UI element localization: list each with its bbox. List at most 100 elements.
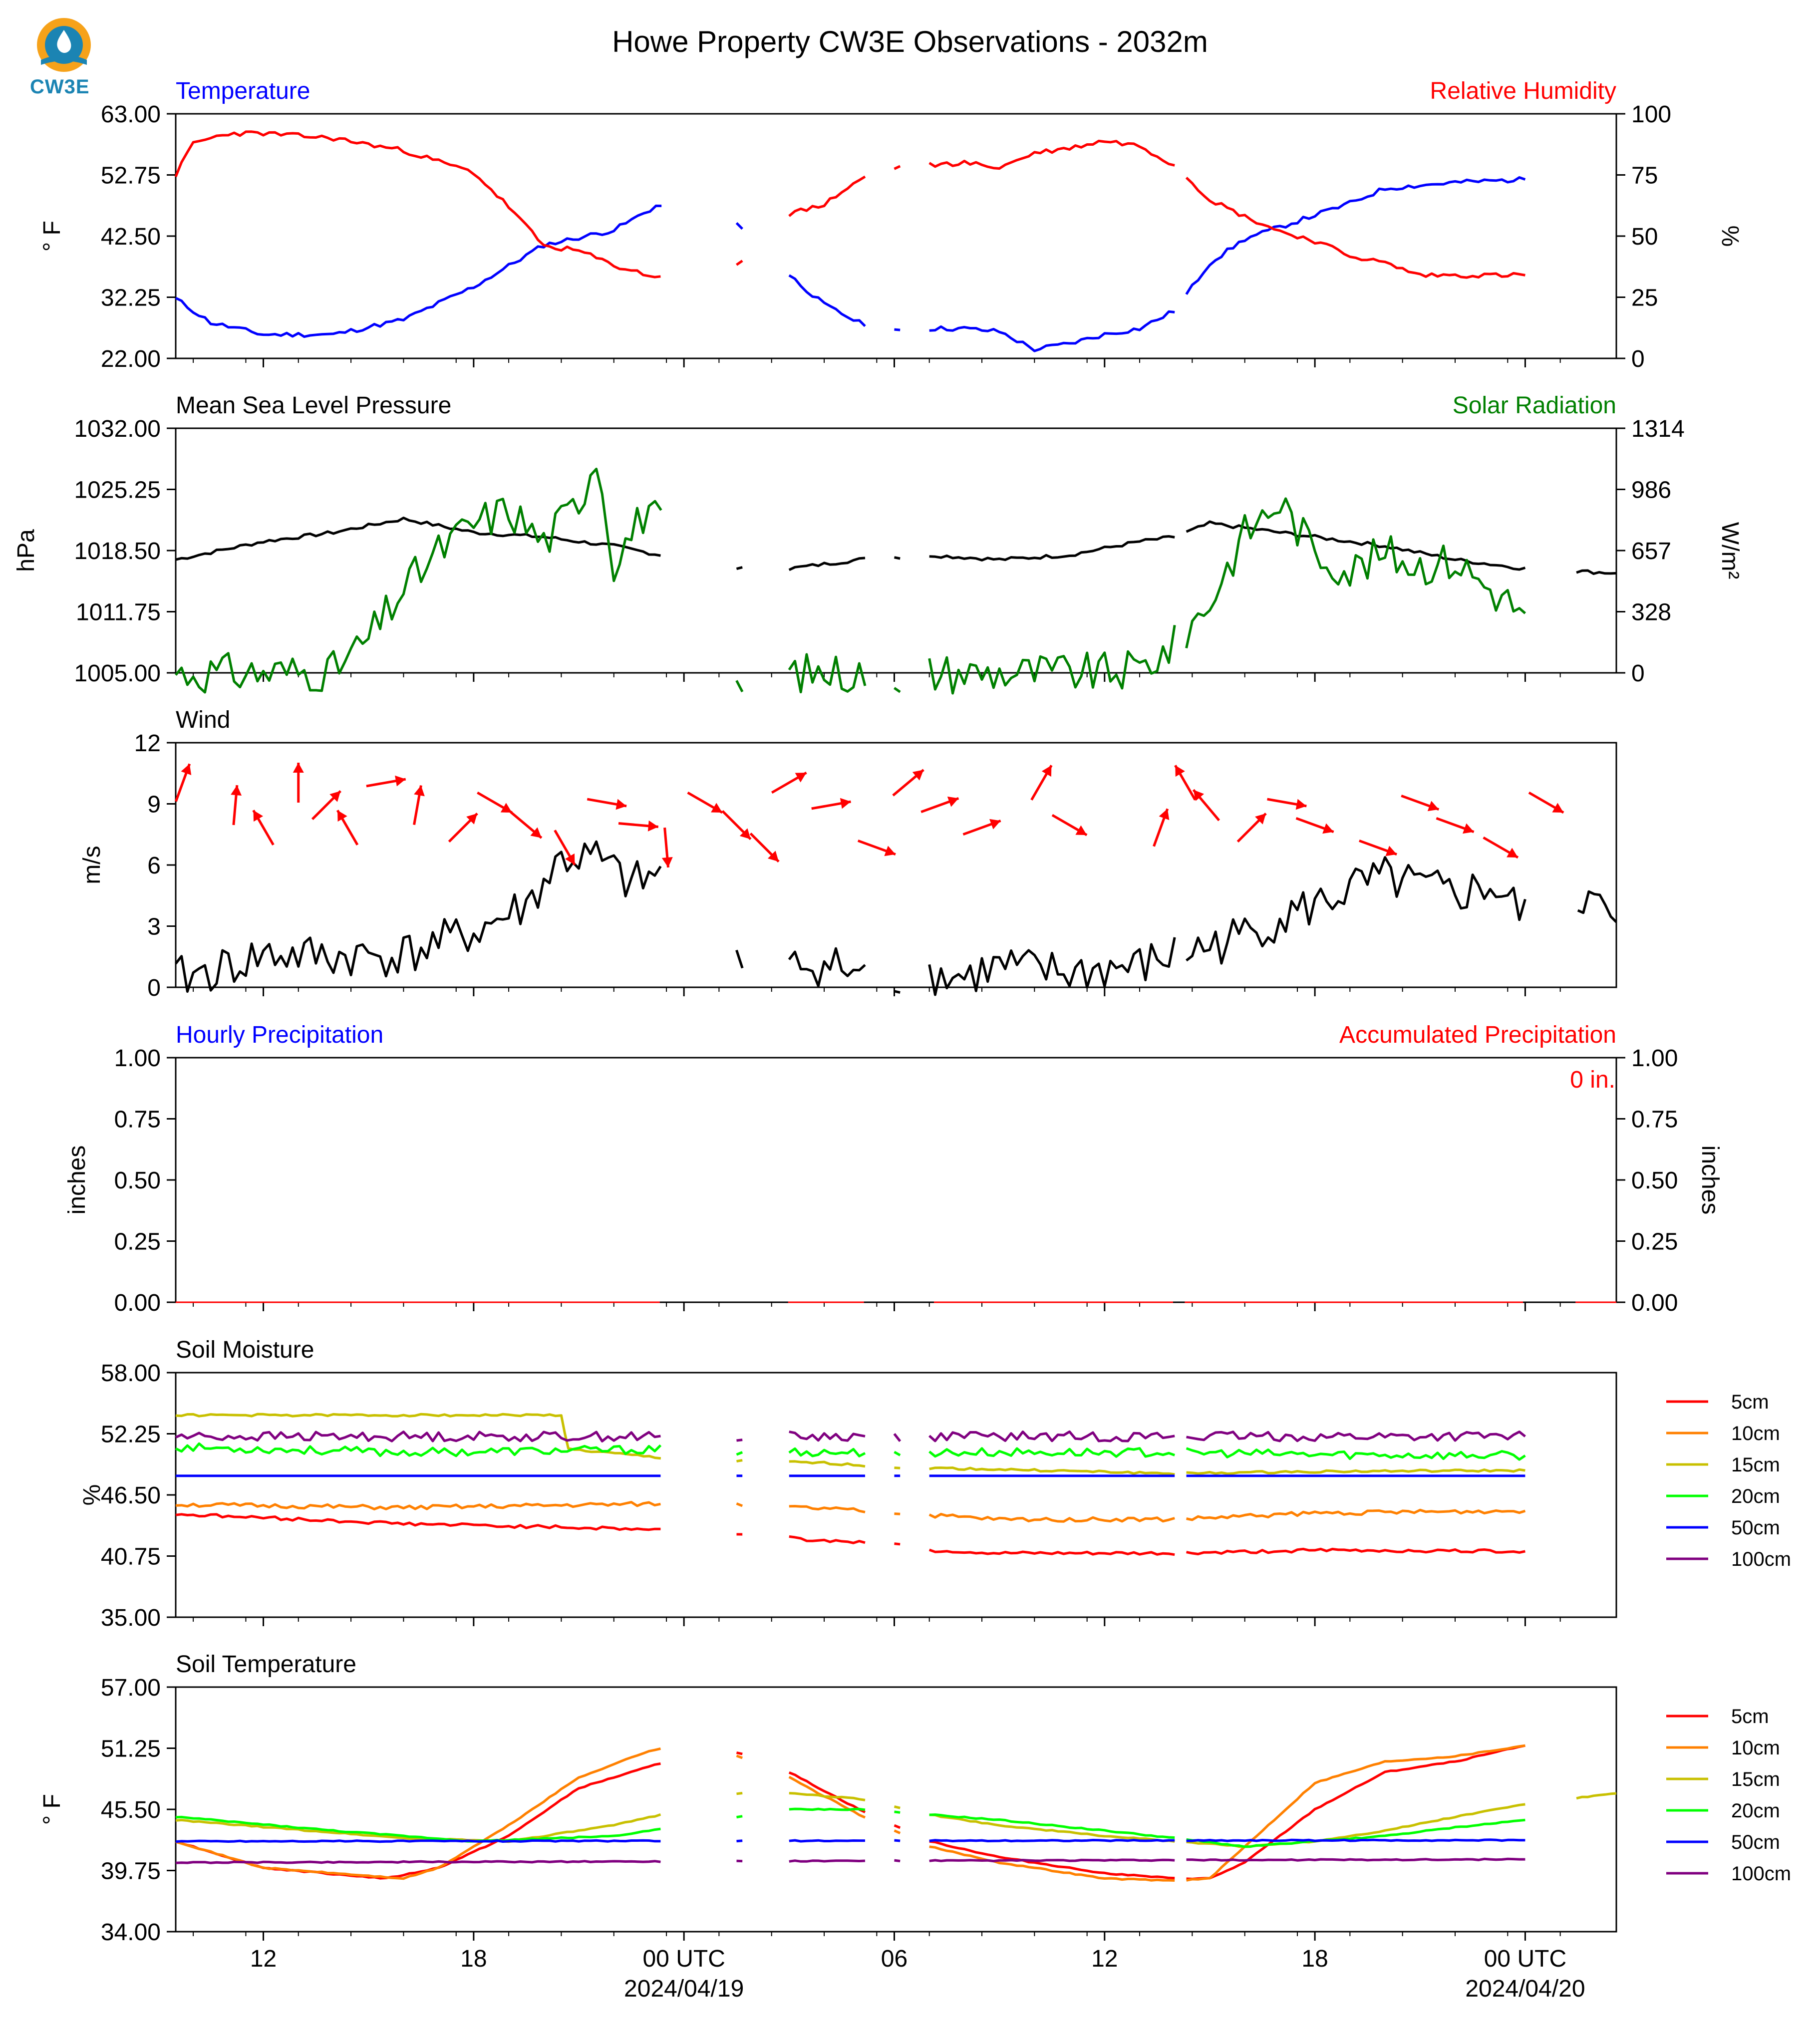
soil_temp-y-tick-label: 45.50 <box>101 1797 161 1823</box>
wind-arrow-head <box>1193 790 1205 801</box>
wind-arrow-head <box>414 785 425 797</box>
wind-arrow-head <box>231 785 242 796</box>
soil-temp-5cm-line <box>1186 1744 1525 1880</box>
soil_temp-left-unit: ° F <box>39 1794 65 1825</box>
temp_rh-right-unit: % <box>1717 226 1743 247</box>
wind-speed-line <box>1577 890 1617 923</box>
soil-moisture-100cm-line <box>928 1430 1175 1443</box>
wind-speed-line <box>735 949 744 969</box>
wind-arrow-head <box>989 819 1001 830</box>
soil_temp-legend-label: 50cm <box>1731 1831 1780 1853</box>
solar-radiation-line <box>788 653 867 693</box>
soil_temp-legend-label: 15cm <box>1731 1768 1780 1790</box>
x-tick-label: 12 <box>1091 1946 1118 1972</box>
wind-frame <box>175 742 1617 988</box>
precip-y-tick-label: 0.00 <box>114 1290 161 1316</box>
wind-arrow-head <box>912 770 924 781</box>
soil-moisture-100cm-line <box>893 1433 902 1442</box>
soil-moisture-10cm-line <box>789 1505 866 1513</box>
wind-y-tick-label: 9 <box>147 792 161 818</box>
soil-temp-100cm-line <box>789 1859 866 1863</box>
cw3e-logo <box>29 14 104 104</box>
pressure_solar-y-tick-label: 1011.75 <box>76 599 161 626</box>
pressure-line <box>1576 569 1617 575</box>
wind-arrow-head <box>395 775 406 787</box>
soil_temp-left-title: Soil Temperature <box>176 1651 356 1678</box>
relative-humidity-line <box>736 260 743 266</box>
wind-arrow-head <box>500 803 512 813</box>
temp_rh-left-unit: ° F <box>39 221 65 252</box>
wind-arrow-head <box>1175 765 1185 777</box>
precip-y2-tick-label: 0.50 <box>1631 1167 1678 1194</box>
x-date-label: 2024/04/20 <box>1465 1976 1585 2002</box>
soil-temp-50cm-line <box>1186 1838 1525 1842</box>
solar-radiation-line <box>928 625 1176 695</box>
precip-left-title: Hourly Precipitation <box>176 1022 383 1048</box>
wind-arrow-head <box>181 764 192 775</box>
wind-y-tick-label: 0 <box>147 975 161 1001</box>
pressure_solar-y-tick-label: 1005.00 <box>74 660 161 687</box>
wind-arrow-head <box>1075 825 1087 835</box>
temperature-line <box>735 222 743 230</box>
wind-left-unit: m/s <box>79 846 105 884</box>
soil-moisture-100cm-line <box>1186 1431 1526 1443</box>
soil_moisture-legend-label: 50cm <box>1731 1517 1780 1539</box>
soil-moisture-20cm-line <box>736 1451 743 1456</box>
temp_rh-right-title: Relative Humidity <box>1430 78 1616 104</box>
pressure_solar-right-unit: W/m² <box>1717 522 1743 579</box>
pressure_solar-y2-tick-label: 0 <box>1631 660 1645 687</box>
soil-temp-50cm-line <box>175 1839 661 1843</box>
soil_moisture-y-tick-label: 40.75 <box>101 1544 161 1570</box>
pressure_solar-y-tick-label: 1018.50 <box>74 538 161 565</box>
temp_rh-y-tick-label: 32.25 <box>101 285 161 311</box>
pressure_solar-y2-tick-label: 328 <box>1631 599 1671 626</box>
x-tick-label: 00 UTC <box>1484 1946 1566 1972</box>
soil-moisture-10cm-line <box>928 1512 1175 1523</box>
wind-arrow-head <box>466 813 478 825</box>
soil_moisture-legend-label: 10cm <box>1731 1423 1780 1445</box>
soil-moisture-100cm-line <box>789 1430 866 1442</box>
solar-radiation-line <box>1185 497 1526 649</box>
soil-moisture-15cm-line <box>736 1459 743 1463</box>
soil-moisture-5cm-line <box>1186 1547 1525 1555</box>
wind-arrow-head <box>1507 848 1518 858</box>
wind-arrow-head <box>615 799 627 810</box>
wind-y-tick-label: 3 <box>147 914 161 940</box>
temp_rh-left-title: Temperature <box>176 78 310 104</box>
wind-speed-line <box>1186 856 1526 965</box>
solar-radiation-line <box>175 468 662 694</box>
soil_moisture-y-tick-label: 52.25 <box>101 1422 161 1448</box>
soil_temp-legend-label: 20cm <box>1731 1800 1780 1822</box>
soil-temp-5cm-line <box>894 1824 901 1829</box>
soil-temp-20cm-line <box>894 1810 901 1814</box>
soil_temp-y-tick-label: 57.00 <box>101 1675 161 1701</box>
soil-temp-5cm-line <box>788 1771 866 1813</box>
wind-arrow-head <box>1552 803 1564 813</box>
wind-arrow-head <box>739 828 751 840</box>
precip-right-title: Accumulated Precipitation <box>1339 1022 1616 1048</box>
soil_temp-legend-label: 10cm <box>1731 1737 1780 1759</box>
soil-temp-50cm-line <box>789 1839 865 1843</box>
precip-y-tick-label: 0.50 <box>114 1167 161 1194</box>
pressure-line <box>929 535 1175 562</box>
soil_temp-legend-label: 5cm <box>1731 1706 1769 1728</box>
soil-moisture-10cm-line <box>175 1501 661 1510</box>
wind-arrow-head <box>795 773 807 783</box>
soil_moisture-left-title: Soil Moisture <box>176 1337 314 1363</box>
soil-temp-10cm-line <box>929 1845 1175 1882</box>
logo-text: CW3E <box>30 76 90 98</box>
relative-humidity-line <box>174 130 661 279</box>
precip-y2-tick-label: 0.75 <box>1631 1107 1678 1133</box>
wind-arrow-head <box>947 796 959 807</box>
pressure_solar-y-tick-label: 1032.00 <box>74 416 161 442</box>
soil-moisture-20cm-line <box>788 1447 866 1457</box>
relative-humidity-line <box>1185 177 1525 279</box>
precip-right-unit: inches <box>1697 1146 1723 1215</box>
precip-y-tick-label: 0.25 <box>114 1229 161 1255</box>
x-tick-label: 12 <box>250 1946 277 1972</box>
soil_temp-frame <box>175 1686 1617 1933</box>
soil-temp-50cm-line <box>894 1839 901 1842</box>
x-tick-label: 06 <box>881 1946 908 1972</box>
pressure_solar-right-title: Solar Radiation <box>1453 392 1616 419</box>
